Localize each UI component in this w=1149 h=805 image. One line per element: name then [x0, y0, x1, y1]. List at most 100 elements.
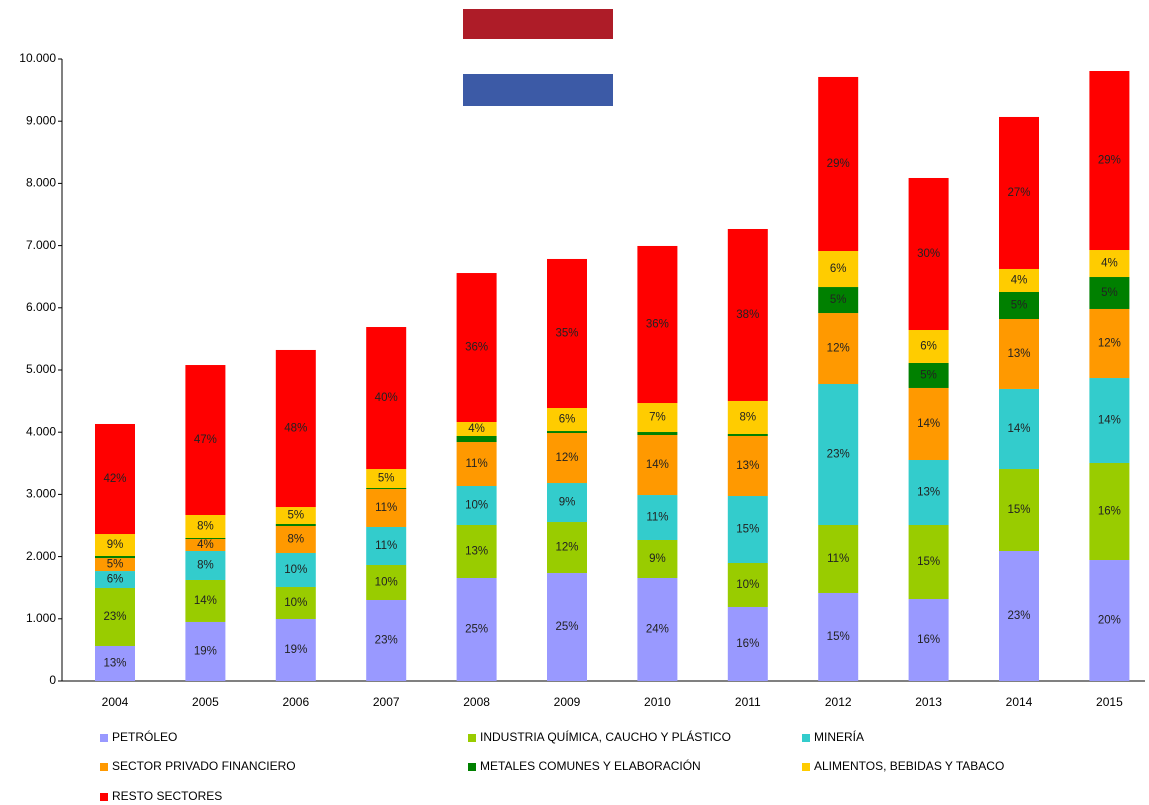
value-label: 23%	[375, 635, 398, 647]
value-label: 6%	[559, 414, 576, 426]
bar-segment	[456, 442, 497, 487]
bar-segment	[908, 330, 949, 363]
bar-segment	[637, 495, 678, 540]
x-tick-label: 2013	[915, 695, 942, 709]
y-tick-label: 9.000	[26, 113, 56, 127]
y-tick-label: 8.000	[26, 176, 56, 190]
bar-segment	[727, 563, 768, 607]
legend-label: RESTO SECTORES	[112, 789, 222, 803]
bar-segment	[999, 318, 1039, 389]
bar-segment	[637, 434, 678, 496]
bar-segment	[185, 514, 226, 539]
value-label: 13%	[103, 658, 126, 670]
value-label: 13%	[736, 460, 759, 472]
bar-segment	[366, 488, 407, 527]
flag-white	[463, 39, 613, 74]
value-label: 15%	[1007, 504, 1030, 516]
bar-segment	[547, 522, 587, 574]
bar-segment	[727, 496, 768, 564]
bar-segment	[818, 287, 859, 314]
value-label: 12%	[827, 343, 850, 355]
bar-segment	[818, 383, 859, 526]
bar-segment	[999, 388, 1039, 470]
value-label: 11%	[646, 512, 668, 524]
x-tick-label: 2006	[282, 695, 309, 709]
bar-segment	[366, 469, 407, 488]
bar-segment	[727, 435, 768, 497]
bar-segment	[1089, 71, 1130, 251]
bar-segment	[1089, 250, 1130, 278]
bar-segment	[275, 524, 316, 526]
bar-segment	[1089, 277, 1130, 309]
y-tick-label: 3.000	[26, 487, 56, 501]
bar-segment	[275, 618, 316, 681]
y-tick-label: 6.000	[26, 300, 56, 314]
x-tick-label: 2010	[644, 695, 671, 709]
value-label: 23%	[1007, 610, 1030, 622]
bar-segment	[1089, 560, 1130, 681]
value-label: 10%	[284, 597, 307, 609]
bar-segment	[727, 228, 768, 401]
bar-segment	[727, 606, 768, 681]
value-label: 13%	[917, 487, 940, 499]
bar-segment	[366, 327, 407, 470]
bar-segment	[366, 564, 407, 601]
value-label: 13%	[1007, 348, 1030, 360]
y-tick-label: 5.000	[26, 362, 56, 376]
value-label: 36%	[465, 342, 488, 354]
bar-segment	[275, 349, 316, 508]
y-tick-label: 10.000	[19, 51, 56, 65]
value-label: 27%	[1007, 187, 1030, 199]
x-tick-label: 2009	[554, 695, 581, 709]
x-tick-label: 2012	[825, 695, 852, 709]
bar-segment	[999, 469, 1039, 552]
bar-segment	[999, 292, 1039, 319]
bar-segment	[908, 525, 949, 600]
value-label: 47%	[194, 434, 217, 446]
legend-swatch	[100, 734, 108, 742]
value-label: 6%	[920, 341, 937, 353]
y-tick-label: 0	[49, 673, 56, 687]
bar-segment	[999, 551, 1039, 681]
value-label: 24%	[646, 624, 669, 636]
value-label: 16%	[736, 638, 759, 650]
value-label: 11%	[827, 553, 849, 565]
bar-segment	[727, 434, 768, 436]
bar-segment	[547, 431, 587, 434]
value-label: 36%	[646, 319, 669, 331]
y-tick-label: 1.000	[26, 611, 56, 625]
value-label: 20%	[1098, 615, 1121, 627]
value-label: 23%	[827, 449, 850, 461]
value-label: 19%	[194, 646, 217, 658]
value-label: 25%	[555, 621, 578, 633]
bar-segment	[95, 423, 135, 535]
value-label: 9%	[559, 497, 576, 509]
bar-segment	[547, 573, 587, 681]
x-tick-label: 2011	[735, 695, 761, 709]
bar-segment	[908, 460, 949, 526]
value-label: 14%	[1098, 415, 1121, 427]
value-label: 4%	[197, 539, 214, 551]
x-tick-label: 2008	[463, 695, 490, 709]
bar-segment	[185, 621, 226, 681]
legend-swatch	[468, 763, 476, 771]
bar-segment	[456, 421, 497, 436]
bar-segment	[1089, 462, 1130, 561]
value-label: 12%	[1098, 338, 1121, 350]
bar-segment	[95, 571, 135, 589]
bar-segment	[275, 507, 316, 525]
value-label: 5%	[287, 510, 304, 522]
bar-segment	[999, 268, 1039, 293]
value-label: 13%	[465, 546, 488, 558]
bar-segment	[818, 76, 859, 252]
value-label: 10%	[465, 500, 488, 512]
value-label: 6%	[830, 263, 847, 275]
value-label: 29%	[827, 158, 850, 170]
y-tick-label: 4.000	[26, 424, 56, 438]
legend-label: INDUSTRIA QUÍMICA, CAUCHO Y PLÁSTICO	[480, 729, 731, 744]
value-label: 4%	[1101, 258, 1118, 270]
bar-segment	[818, 313, 859, 384]
bar-segment	[547, 483, 587, 523]
value-label: 38%	[736, 309, 759, 321]
bar-segment	[547, 408, 587, 432]
